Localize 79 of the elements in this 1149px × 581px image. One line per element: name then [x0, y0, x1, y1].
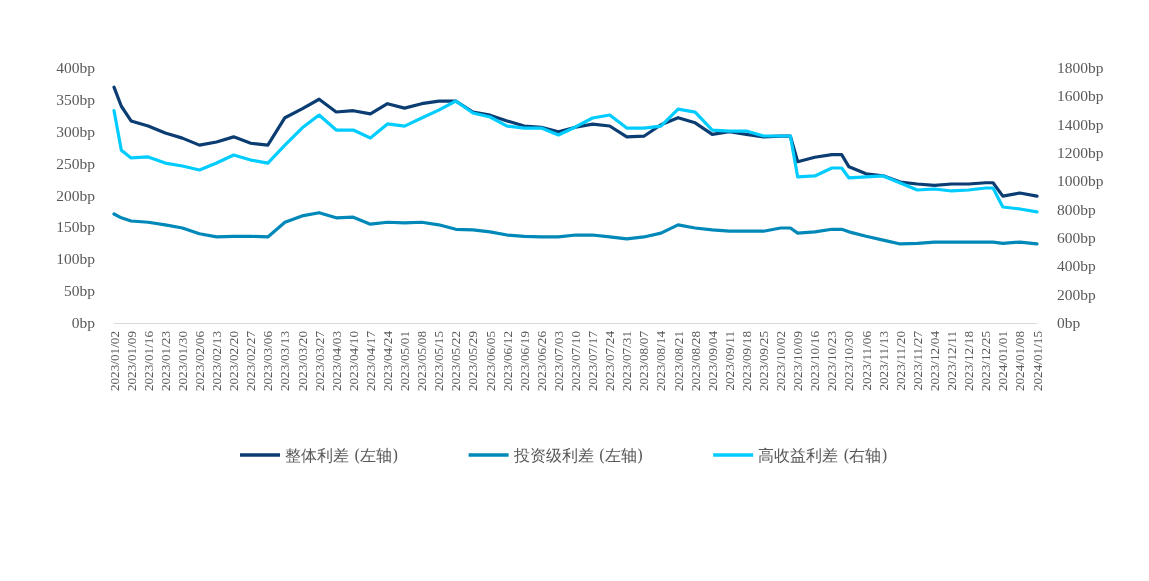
y-tick-label: 150bp — [56, 218, 96, 236]
legend-label: 高收益利差 (右轴) — [758, 446, 888, 465]
x-tick-label: 2023/07/10 — [568, 330, 583, 392]
y-tick-label: 0bp — [71, 314, 96, 331]
x-tick-label: 2023/07/31 — [619, 331, 635, 392]
x-tick-label: 2023/09/04 — [704, 330, 720, 392]
x-tick-label: 2024/01/15 — [1029, 330, 1045, 392]
x-tick-label: 2023/12/25 — [978, 330, 994, 392]
y2-tick-label: 1400bp — [1057, 115, 1104, 133]
x-tick-label: 2023/06/26 — [533, 330, 549, 392]
line-series — [112, 211, 1039, 246]
y-tick-label: 350bp — [56, 90, 96, 108]
y2-tick-label: 800bp — [1057, 200, 1096, 218]
x-tick-label: 2023/11/13 — [875, 330, 891, 391]
x-tick-label: 2023/05/01 — [397, 331, 413, 392]
x-tick-label: 2023/06/12 — [499, 331, 515, 392]
x-tick-label: 2023/07/17 — [585, 330, 601, 392]
x-tick-label: 2024/01/08 — [1012, 330, 1028, 392]
x-tick-label: 2023/02/13 — [209, 330, 225, 392]
x-tick-label: 2023/08/28 — [687, 330, 703, 392]
x-tick-label: 2023/12/04 — [926, 330, 942, 392]
x-tick-label: 2023/05/22 — [448, 331, 464, 392]
x-tick-label: 2023/10/02 — [773, 331, 789, 392]
x-tick-label: 2023/10/16 — [807, 330, 823, 392]
y2-tick-label: 1000bp — [1057, 172, 1104, 190]
y2-tick-label: 600bp — [1057, 229, 1096, 246]
x-tick-label: 2023/04/17 — [362, 330, 378, 392]
y-tick-label: 300bp — [56, 122, 96, 140]
x-tick-label: 2023/12/18 — [961, 330, 977, 392]
x-tick-label: 2023/07/24 — [602, 330, 618, 392]
x-tick-label: 2023/03/13 — [277, 330, 293, 392]
x-tick-label: 2023/04/24 — [379, 330, 395, 392]
x-tick-label: 2023/01/30 — [174, 330, 190, 392]
x-tick-label: 2023/08/14 — [653, 330, 669, 392]
x-tick-label: 2023/02/27 — [243, 330, 259, 392]
y-tick-label: 400bp — [56, 59, 96, 76]
y2-tick-label: 0bp — [1057, 314, 1081, 331]
x-tick-label: 2023/01/09 — [123, 330, 139, 392]
x-tick-label: 2023/10/23 — [824, 330, 840, 392]
x-tick-label: 2023/06/05 — [482, 330, 498, 392]
x-tick-label: 2023/10/09 — [790, 330, 806, 392]
y2-tick-label: 1200bp — [1057, 144, 1104, 161]
x-tick-label: 2023/04/10 — [345, 330, 361, 392]
x-tick-label: 2023/03/27 — [311, 330, 327, 392]
x-tick-label: 2023/11/27 — [909, 330, 925, 391]
x-tick-label: 2023/01/02 — [106, 331, 122, 392]
x-tick-label: 2023/02/06 — [191, 330, 207, 392]
legend-label: 整体利差 (左轴) — [285, 446, 399, 465]
x-tick-label: 2023/06/19 — [516, 330, 532, 392]
x-tick-label: 2023/03/06 — [260, 330, 276, 392]
y-tick-label: 200bp — [56, 186, 96, 204]
x-tick-label: 2024/01/01 — [995, 331, 1011, 392]
x-tick-label: 2023/11/06 — [858, 330, 874, 391]
y2-tick-label: 400bp — [1057, 257, 1096, 275]
x-tick-label: 2023/05/15 — [431, 330, 447, 392]
x-tick-label: 2023/09/11 — [721, 331, 737, 391]
x-tick-label: 2023/12/11 — [944, 331, 960, 391]
x-tick-label: 2023/09/18 — [738, 330, 754, 392]
x-tick-label: 2023/02/20 — [226, 330, 242, 392]
x-tick-label: 2023/01/23 — [157, 330, 173, 392]
x-tick-label: 2023/03/20 — [294, 330, 310, 392]
y-tick-label: 100bp — [56, 250, 96, 268]
x-tick-label: 2023/10/30 — [841, 330, 857, 392]
x-tick-label: 2023/08/21 — [670, 331, 686, 392]
line-series — [112, 99, 1039, 214]
y2-tick-label: 200bp — [1057, 285, 1096, 303]
x-tick-label: 2023/08/07 — [636, 330, 652, 392]
x-tick-label: 2023/07/03 — [550, 330, 566, 392]
y2-tick-label: 1600bp — [1057, 87, 1104, 105]
x-tick-label: 2023/11/20 — [892, 330, 908, 391]
x-tick-label: 2023/05/29 — [465, 330, 481, 392]
x-tick-label: 2023/01/16 — [140, 330, 156, 392]
x-tick-label: 2023/04/03 — [328, 330, 344, 392]
y2-tick-label: 1800bp — [1057, 59, 1104, 76]
x-tick-label: 2023/05/08 — [414, 330, 430, 392]
y-tick-label: 250bp — [56, 154, 96, 172]
y-tick-label: 50bp — [64, 282, 96, 300]
legend-label: 投资级利差 (左轴) — [512, 446, 644, 465]
x-tick-label: 2023/09/25 — [756, 330, 772, 392]
